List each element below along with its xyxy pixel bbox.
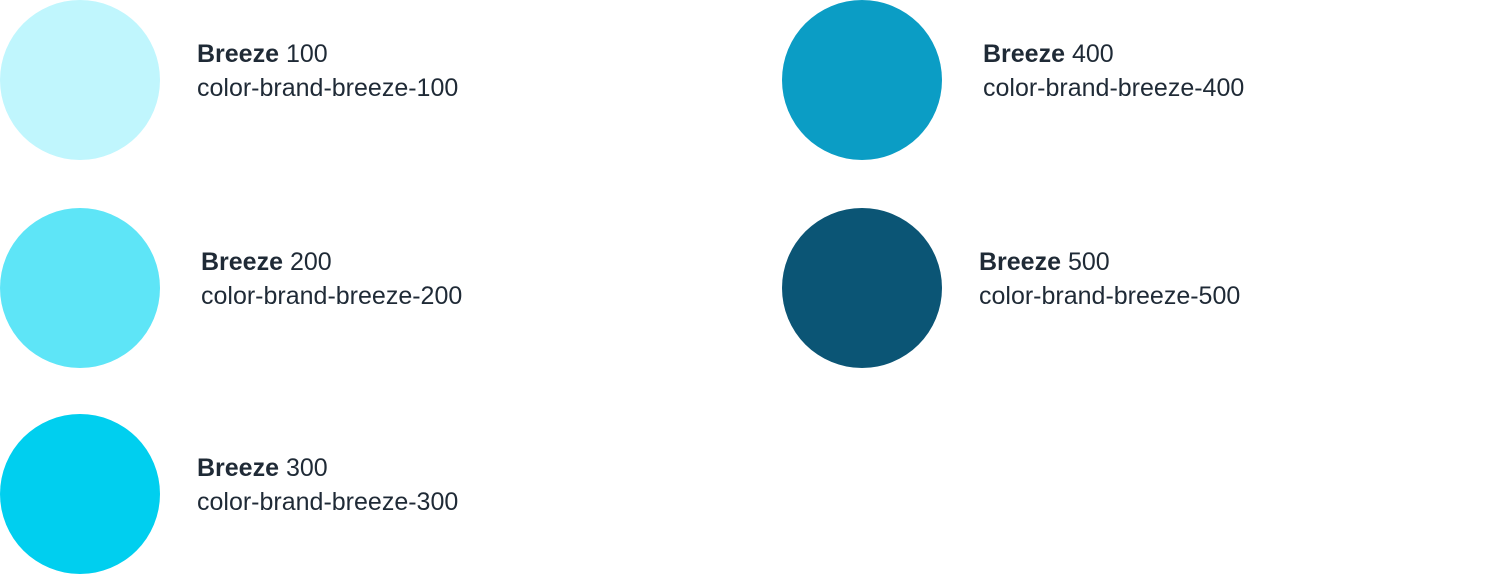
color-circle-breeze-300 <box>0 414 160 574</box>
swatch-name-bold: Breeze <box>979 248 1061 276</box>
swatch-token: color-brand-breeze-300 <box>197 488 459 516</box>
swatch-token: color-brand-breeze-400 <box>983 74 1245 102</box>
swatch-name: Breeze 300 <box>197 451 458 485</box>
swatch-name: Breeze 500 <box>979 245 1240 279</box>
swatch-name-level: 500 <box>1067 248 1110 276</box>
swatch-token: color-brand-breeze-500 <box>979 282 1241 310</box>
swatch-name-level: 200 <box>289 248 332 276</box>
swatch-token: color-brand-breeze-100 <box>197 74 459 102</box>
swatch-name-bold: Breeze <box>197 454 279 482</box>
swatch-token: color-brand-breeze-200 <box>201 282 463 310</box>
color-swatch-breeze-300: Breeze 300 color-brand-breeze-300 <box>0 414 458 574</box>
swatch-label: Breeze 400 color-brand-breeze-400 <box>983 37 1244 105</box>
swatch-label: Breeze 300 color-brand-breeze-300 <box>197 451 458 519</box>
swatch-name-bold: Breeze <box>201 248 283 276</box>
swatch-label: Breeze 100 color-brand-breeze-100 <box>197 37 458 105</box>
swatch-name-bold: Breeze <box>197 40 279 68</box>
swatch-name-level: 300 <box>285 454 328 482</box>
color-swatch-breeze-400: Breeze 400 color-brand-breeze-400 <box>782 0 1244 160</box>
color-circle-breeze-200 <box>0 208 160 368</box>
swatch-name: Breeze 100 <box>197 37 458 71</box>
color-circle-breeze-100 <box>0 0 160 160</box>
color-circle-breeze-500 <box>782 208 942 368</box>
swatch-name: Breeze 400 <box>983 37 1244 71</box>
swatch-label: Breeze 500 color-brand-breeze-500 <box>979 245 1240 313</box>
color-swatch-breeze-500: Breeze 500 color-brand-breeze-500 <box>782 208 1240 368</box>
swatch-name-bold: Breeze <box>983 40 1065 68</box>
color-circle-breeze-400 <box>782 0 942 160</box>
color-swatch-breeze-100: Breeze 100 color-brand-breeze-100 <box>0 0 458 160</box>
swatch-name-level: 400 <box>1071 40 1114 68</box>
swatch-label: Breeze 200 color-brand-breeze-200 <box>201 245 462 313</box>
swatch-name: Breeze 200 <box>201 245 462 279</box>
swatch-name-level: 100 <box>285 40 328 68</box>
color-swatch-breeze-200: Breeze 200 color-brand-breeze-200 <box>0 208 462 368</box>
